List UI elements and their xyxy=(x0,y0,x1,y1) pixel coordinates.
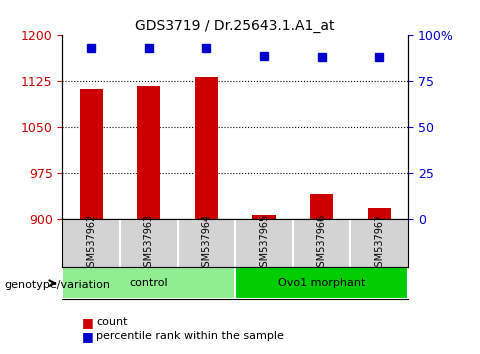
Text: ■: ■ xyxy=(82,330,93,343)
Text: GSM537967: GSM537967 xyxy=(374,214,384,273)
Text: percentile rank within the sample: percentile rank within the sample xyxy=(96,331,284,341)
Title: GDS3719 / Dr.25643.1.A1_at: GDS3719 / Dr.25643.1.A1_at xyxy=(135,19,335,33)
Text: Ovo1 morphant: Ovo1 morphant xyxy=(278,278,365,288)
Text: GSM537962: GSM537962 xyxy=(86,214,96,273)
Bar xyxy=(80,89,103,219)
Bar xyxy=(195,77,218,219)
Text: GSM537966: GSM537966 xyxy=(317,214,326,273)
Text: count: count xyxy=(96,317,128,327)
Text: GSM537964: GSM537964 xyxy=(202,214,211,273)
Text: GSM537963: GSM537963 xyxy=(144,214,154,273)
Bar xyxy=(310,194,333,219)
Bar xyxy=(368,209,391,219)
Text: genotype/variation: genotype/variation xyxy=(5,280,111,290)
Text: GSM537965: GSM537965 xyxy=(259,214,269,273)
Text: ■: ■ xyxy=(82,316,93,329)
FancyBboxPatch shape xyxy=(235,267,408,299)
Bar xyxy=(252,215,276,219)
Text: control: control xyxy=(130,278,168,288)
Bar xyxy=(137,86,160,219)
FancyBboxPatch shape xyxy=(62,267,235,299)
